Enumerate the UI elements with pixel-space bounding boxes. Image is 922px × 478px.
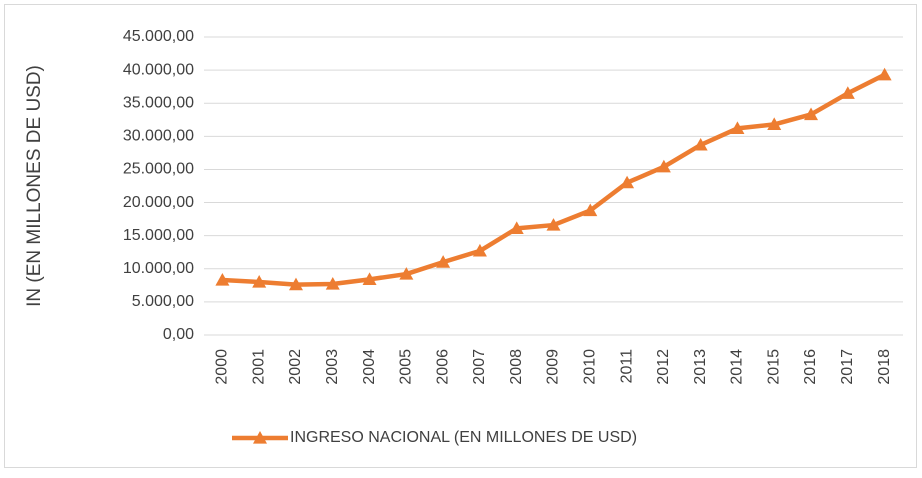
marker xyxy=(399,267,414,280)
x-tick-label: 2015 xyxy=(765,349,782,385)
marker xyxy=(252,275,267,288)
x-tick-label: 2018 xyxy=(876,349,893,385)
x-tick-label: 2012 xyxy=(655,349,672,385)
marker xyxy=(730,121,745,134)
legend-marker xyxy=(253,431,267,444)
y-tick-label: 15.000,00 xyxy=(123,227,194,244)
x-tick-label: 2005 xyxy=(398,349,415,385)
x-tick-label: 2007 xyxy=(471,349,488,385)
marker xyxy=(804,107,819,121)
y-tick-label: 5.000,00 xyxy=(132,293,194,310)
y-tick-label: 35.000,00 xyxy=(123,94,194,111)
marker xyxy=(877,67,892,81)
marker xyxy=(472,243,487,257)
x-tick-label: 2011 xyxy=(618,349,635,384)
x-tick-label: 2009 xyxy=(545,349,562,385)
legend-label: INGRESO NACIONAL (EN MILLONES DE USD) xyxy=(290,429,637,446)
y-tick-label: 25.000,00 xyxy=(123,161,194,178)
marker xyxy=(546,218,561,231)
marker xyxy=(215,273,230,286)
x-tick-label: 2002 xyxy=(287,349,304,385)
x-tick-label: 2014 xyxy=(729,349,746,385)
x-tick-label: 2001 xyxy=(250,349,267,385)
marker xyxy=(325,277,340,290)
marker xyxy=(362,272,377,285)
y-tick-label: 20.000,00 xyxy=(123,194,194,211)
y-tick-label: 10.000,00 xyxy=(123,260,194,277)
marker xyxy=(583,203,598,217)
marker xyxy=(656,159,671,173)
x-tick-label: 2004 xyxy=(361,349,378,385)
x-tick-label: 2013 xyxy=(692,349,709,385)
y-tick-label: 30.000,00 xyxy=(123,128,194,145)
y-tick-label: 0,00 xyxy=(163,326,194,343)
x-tick-label: 2017 xyxy=(839,349,856,385)
y-axis-title: IN (EN MILLONES DE USD) xyxy=(24,65,45,307)
x-tick-label: 2008 xyxy=(508,349,525,385)
marker xyxy=(767,117,782,131)
marker xyxy=(620,175,635,189)
marker xyxy=(288,277,303,291)
x-tick-label: 2006 xyxy=(434,349,451,385)
x-tick-label: 2016 xyxy=(802,349,819,385)
x-tick-label: 2010 xyxy=(582,349,599,385)
marker xyxy=(436,255,451,268)
x-tick-label: 2003 xyxy=(324,349,341,385)
y-tick-label: 40.000,00 xyxy=(123,61,194,78)
marker xyxy=(840,86,855,99)
x-tick-label: 2000 xyxy=(214,349,231,385)
marker xyxy=(509,221,524,234)
y-tick-label: 45.000,00 xyxy=(123,28,194,45)
marker xyxy=(693,137,708,151)
